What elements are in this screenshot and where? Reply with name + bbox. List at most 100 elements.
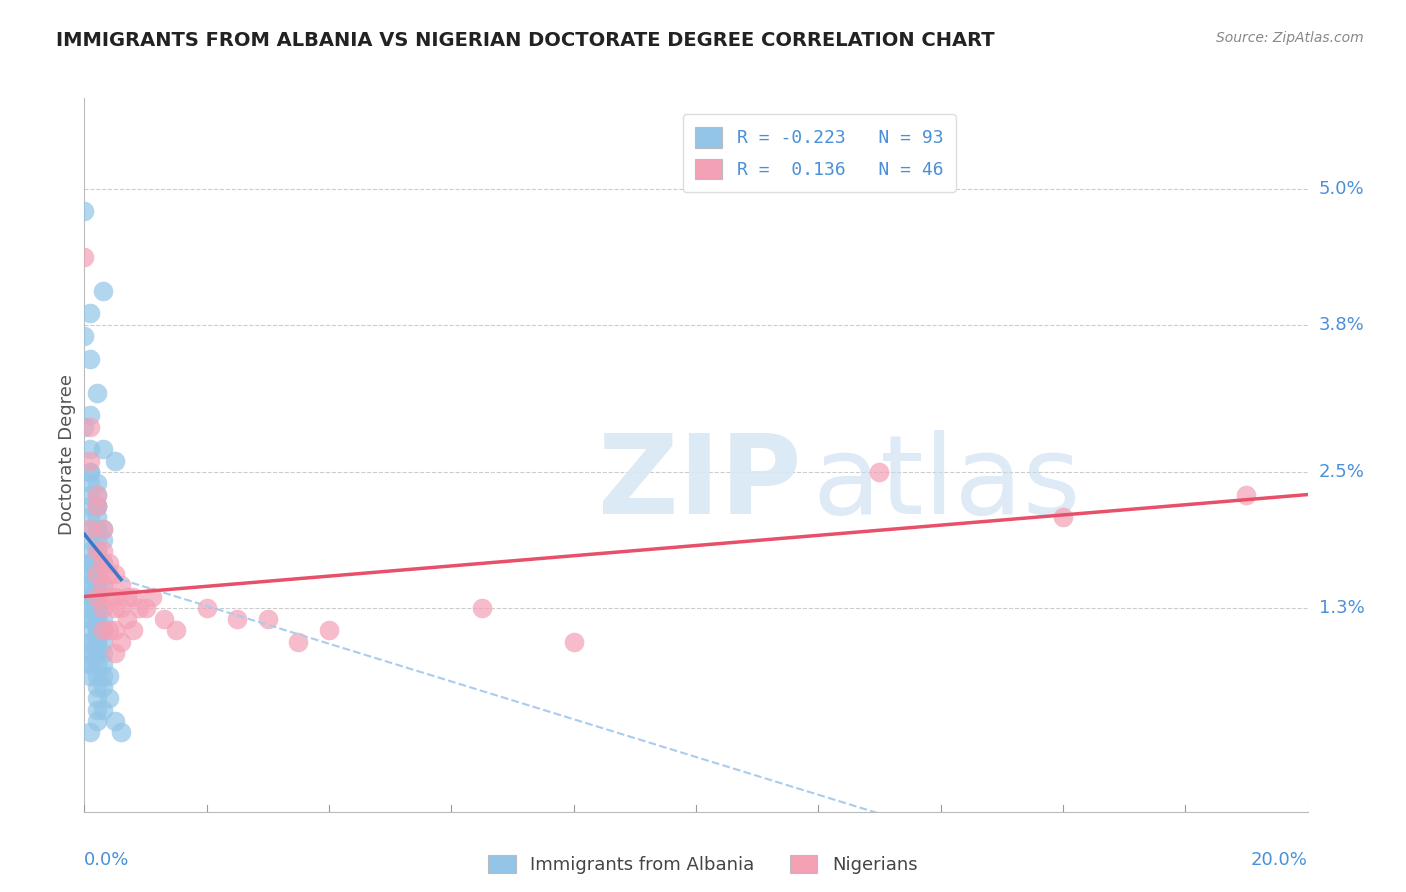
Point <box>79 590 101 604</box>
Point <box>91 556 114 570</box>
Point <box>79 600 101 615</box>
Point <box>79 476 101 491</box>
Point <box>86 680 108 694</box>
Point <box>79 544 101 558</box>
Text: Source: ZipAtlas.com: Source: ZipAtlas.com <box>1216 31 1364 45</box>
Point <box>86 385 108 400</box>
Point <box>115 590 138 604</box>
Point <box>287 635 309 649</box>
Point <box>195 600 218 615</box>
Point <box>86 544 108 558</box>
Point <box>97 556 120 570</box>
Point <box>141 590 163 604</box>
Point <box>86 566 108 581</box>
Point <box>86 578 108 592</box>
Point <box>86 691 108 706</box>
Point <box>91 544 114 558</box>
Point <box>135 600 157 615</box>
Text: 5.0%: 5.0% <box>1319 179 1364 198</box>
Point <box>79 635 101 649</box>
Legend: Immigrants from Albania, Nigerians: Immigrants from Albania, Nigerians <box>479 846 927 883</box>
Point <box>91 522 114 536</box>
Point <box>86 499 108 513</box>
Point <box>91 612 114 626</box>
Text: 2.5%: 2.5% <box>1319 463 1365 481</box>
Point <box>86 714 108 728</box>
Point <box>79 635 101 649</box>
Point <box>86 590 108 604</box>
Point <box>73 419 96 434</box>
Point <box>79 578 101 592</box>
Point <box>1052 510 1074 524</box>
Point <box>86 556 108 570</box>
Point <box>86 590 108 604</box>
Point <box>86 566 108 581</box>
Point <box>79 465 101 479</box>
Y-axis label: Doctorate Degree: Doctorate Degree <box>58 375 76 535</box>
Point <box>79 522 101 536</box>
Point <box>79 657 101 672</box>
Point <box>86 487 108 501</box>
Point <box>110 635 132 649</box>
Point <box>86 533 108 547</box>
Point <box>91 646 114 660</box>
Point <box>86 657 108 672</box>
Point <box>79 499 101 513</box>
Point <box>104 453 127 467</box>
Point <box>318 624 340 638</box>
Point <box>86 624 108 638</box>
Point <box>79 566 101 581</box>
Text: 3.8%: 3.8% <box>1319 316 1364 334</box>
Text: 1.3%: 1.3% <box>1319 599 1364 617</box>
Text: 20.0%: 20.0% <box>1251 851 1308 869</box>
Point <box>73 329 96 343</box>
Point <box>86 646 108 660</box>
Text: ZIP: ZIP <box>598 430 801 537</box>
Point <box>79 566 101 581</box>
Point <box>91 284 114 298</box>
Point <box>86 544 108 558</box>
Point <box>122 590 145 604</box>
Point <box>97 691 120 706</box>
Point <box>471 600 494 615</box>
Point <box>79 624 101 638</box>
Point <box>153 612 176 626</box>
Point <box>91 624 114 638</box>
Point <box>79 556 101 570</box>
Point <box>104 714 127 728</box>
Point <box>86 590 108 604</box>
Point <box>165 624 187 638</box>
Point <box>104 646 127 660</box>
Point <box>86 635 108 649</box>
Point <box>86 646 108 660</box>
Text: atlas: atlas <box>813 430 1081 537</box>
Point <box>115 612 138 626</box>
Point <box>79 306 101 320</box>
Point <box>86 635 108 649</box>
Point <box>110 578 132 592</box>
Point <box>86 487 108 501</box>
Point <box>79 600 101 615</box>
Point <box>1234 487 1257 501</box>
Point <box>86 600 108 615</box>
Point <box>79 510 101 524</box>
Point <box>79 351 101 366</box>
Point <box>91 657 114 672</box>
Point <box>91 442 114 457</box>
Point <box>257 612 280 626</box>
Text: 0.0%: 0.0% <box>84 851 129 869</box>
Point <box>104 624 127 638</box>
Point <box>128 600 150 615</box>
Point <box>104 566 127 581</box>
Point <box>79 465 101 479</box>
Point <box>869 465 891 479</box>
Point <box>79 409 101 423</box>
Point <box>86 499 108 513</box>
Point <box>104 600 127 615</box>
Point <box>97 624 120 638</box>
Point <box>86 578 108 592</box>
Point <box>86 624 108 638</box>
Point <box>91 522 114 536</box>
Point <box>97 669 120 683</box>
Point <box>110 725 132 739</box>
